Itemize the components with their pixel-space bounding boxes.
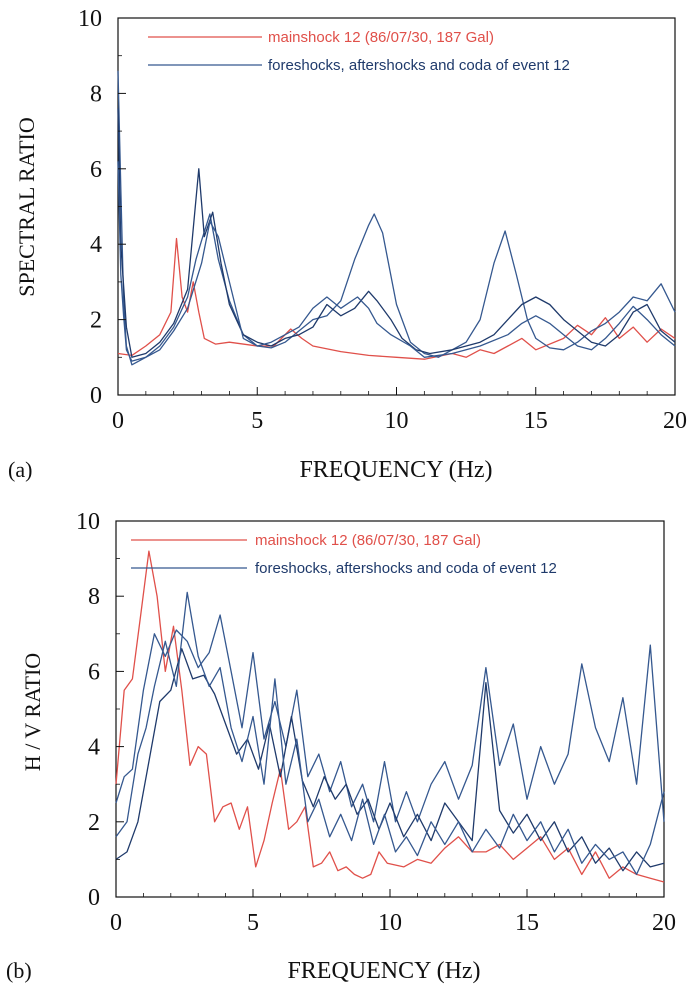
- y-tick-label: 2: [88, 810, 100, 836]
- series-line-mainshock: [117, 237, 676, 360]
- legend-label-mainshock: mainshock 12 (86/07/30, 187 Gal): [268, 29, 494, 46]
- y-tick-label: 0: [88, 885, 100, 911]
- y-tick-label: 2: [90, 308, 102, 334]
- x-tick-label: 0: [112, 408, 124, 434]
- y-tick-label: 6: [88, 659, 100, 685]
- legend: mainshock 12 (86/07/30, 187 Gal) foresho…: [131, 532, 557, 577]
- series-line-event-1: [117, 70, 676, 366]
- series-layer: [117, 70, 676, 366]
- x-tick-label: 15: [515, 910, 539, 936]
- y-axis-label: H / V RATIO: [20, 653, 45, 771]
- plot-frame: [115, 520, 665, 898]
- series-layer: [115, 550, 665, 883]
- tick-layer: 0 5 10 15 20 0 2 4 6 8 10: [76, 509, 676, 936]
- tick-layer: 0 5 10 15 20 0 2 4 6 8 10: [78, 6, 687, 434]
- series-line-event-2: [117, 108, 676, 358]
- x-tick-label: 20: [663, 408, 687, 434]
- series-line-event-3: [117, 161, 676, 362]
- y-tick-label: 10: [78, 6, 102, 32]
- y-tick-label: 8: [88, 584, 100, 610]
- y-tick-label: 4: [88, 735, 100, 761]
- x-axis-label: FREQUENCY (Hz): [287, 958, 480, 984]
- series-line-event-2: [115, 648, 665, 872]
- legend-label-others: foreshocks, aftershocks and coda of even…: [255, 560, 557, 577]
- legend-label-mainshock: mainshock 12 (86/07/30, 187 Gal): [255, 532, 481, 549]
- y-tick-label: 0: [90, 383, 102, 409]
- y-tick-label: 8: [90, 81, 102, 107]
- series-line-event-1: [115, 614, 665, 823]
- y-tick-label: 6: [90, 157, 102, 183]
- series-line-mainshock: [115, 550, 665, 883]
- x-axis-label: FREQUENCY (Hz): [299, 457, 492, 483]
- panel-label: (b): [6, 958, 32, 983]
- x-tick-label: 5: [247, 910, 259, 936]
- x-tick-label: 15: [524, 408, 548, 434]
- panel-a: 0 5 10 15 20 0 2 4 6 8 10 mainshock 12 (86/07/30, …: [8, 6, 687, 483]
- panel-b: 0 5 10 15 20 0 2 4 6 8 10 mainshock 12 (86/07/30, …: [6, 509, 676, 984]
- x-tick-label: 10: [385, 408, 409, 434]
- y-axis-label: SPECTRAL RATIO: [14, 117, 39, 296]
- series-line-event-3: [115, 591, 665, 876]
- legend-label-others: foreshocks, aftershocks and coda of even…: [268, 57, 570, 74]
- legend: mainshock 12 (86/07/30, 187 Gal) foresho…: [148, 29, 570, 74]
- x-tick-label: 5: [251, 408, 263, 434]
- x-tick-label: 20: [652, 910, 676, 936]
- x-tick-label: 0: [110, 910, 122, 936]
- y-tick-label: 4: [90, 232, 102, 258]
- y-tick-label: 10: [76, 509, 100, 535]
- panel-label: (a): [8, 457, 32, 482]
- x-tick-label: 10: [378, 910, 402, 936]
